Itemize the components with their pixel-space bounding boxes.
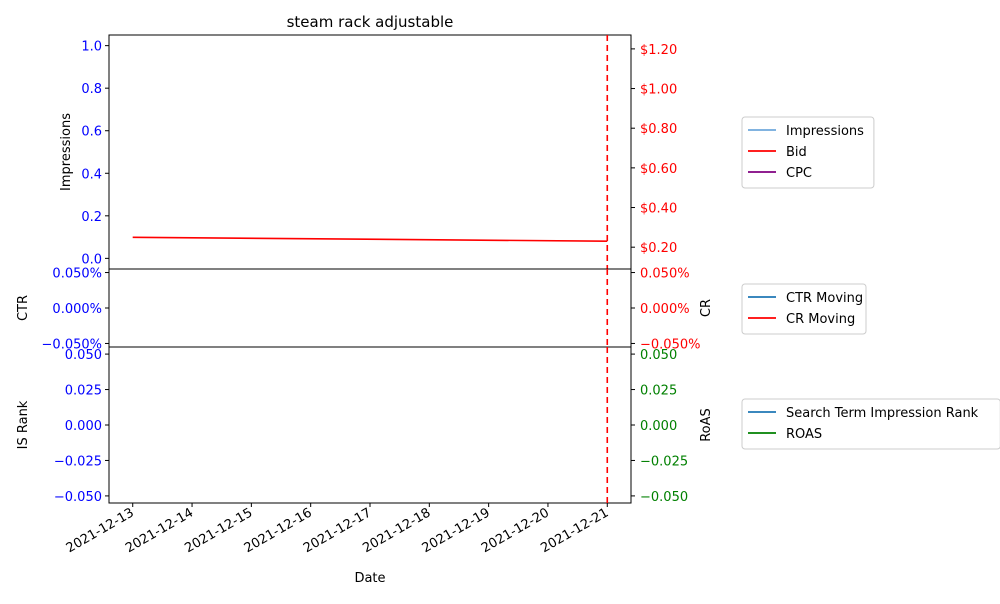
legend-label-roas: ROAS <box>786 427 822 442</box>
panel-middle-left-tick-label: 0.000% <box>52 302 102 317</box>
panel-middle-right-tick-label: −0.050% <box>640 337 700 352</box>
panel-top-right-tick-label: $1.00 <box>640 83 677 98</box>
panel-top-left-tick-label: 0.4 <box>81 167 102 182</box>
legend-label-search-term-impression-rank: Search Term Impression Rank <box>786 406 979 421</box>
panel-top-legend-frame <box>741 116 875 189</box>
legend-label-cr-moving: CR Moving <box>786 312 855 327</box>
panel-top-right-tick-label: $0.60 <box>640 162 677 177</box>
panel-top-left-axis-label: Impressions <box>59 113 74 191</box>
panel-bottom-left-tick-label: 0.000 <box>65 419 102 434</box>
panel-bottom-right-tick-label: 0.050 <box>640 348 677 363</box>
panel-bottom-legend-frame <box>741 398 1000 450</box>
panel-middle-right-tick-label: 0.050% <box>640 267 690 282</box>
panel-top-right-tick-label: $0.40 <box>640 202 677 217</box>
panel-middle-right-tick-label: 0.000% <box>640 302 690 317</box>
panel-bottom-right-tick-label: 0.025 <box>640 384 677 399</box>
panel-top-left-tick-label: 0.2 <box>81 210 102 225</box>
panel-bottom-frame <box>108 346 632 504</box>
panel-top-right-tick-label: $1.20 <box>640 43 677 58</box>
panel-bottom-right-tick-label: 0.000 <box>640 419 677 434</box>
x-tick-label: 2021-12-21 <box>538 505 611 556</box>
series-line-bid <box>132 236 608 242</box>
panel-bottom-right-tick-label: −0.025 <box>640 454 688 469</box>
panel-middle-left-tick-label: −0.050% <box>42 337 102 352</box>
panel-bottom-left-tick-label: −0.050 <box>54 490 102 505</box>
panel-top-left-tick-label: 0.0 <box>81 252 102 267</box>
panel-middle-frame <box>108 268 632 348</box>
panel-top-right-tick-label: $0.20 <box>640 241 677 256</box>
legend-label-bid: Bid <box>786 145 807 160</box>
panel-middle-left-tick-label: 0.050% <box>52 267 102 282</box>
legend-label-cpc: CPC <box>786 166 812 181</box>
x-axis-label: Date <box>354 571 385 586</box>
panel-bottom-left-tick-label: 0.050 <box>65 348 102 363</box>
panel-bottom-right-tick-label: −0.050 <box>640 490 688 505</box>
legend-label-ctr-moving: CTR Moving <box>786 291 863 306</box>
panel-top-left-tick-label: 0.6 <box>81 125 102 140</box>
legend-label-impressions: Impressions <box>786 124 864 139</box>
panel-bottom-left-tick-label: 0.025 <box>65 384 102 399</box>
panel-bottom-left-axis-label: IS Rank <box>16 400 31 449</box>
panel-top-left-tick-label: 1.0 <box>81 40 102 55</box>
panel-bottom-left-tick-label: −0.025 <box>54 454 102 469</box>
panel-top-left-tick-label: 0.8 <box>81 82 102 97</box>
panel-top-right-tick-label: $0.80 <box>640 122 677 137</box>
panel-middle-left-axis-label: CTR <box>16 295 31 321</box>
panel-middle-right-axis-label: CR <box>699 299 714 317</box>
panel-top-frame <box>108 34 632 270</box>
chart-title: steam rack adjustable <box>287 13 454 31</box>
panel-bottom-right-axis-label: RoAS <box>699 408 714 442</box>
